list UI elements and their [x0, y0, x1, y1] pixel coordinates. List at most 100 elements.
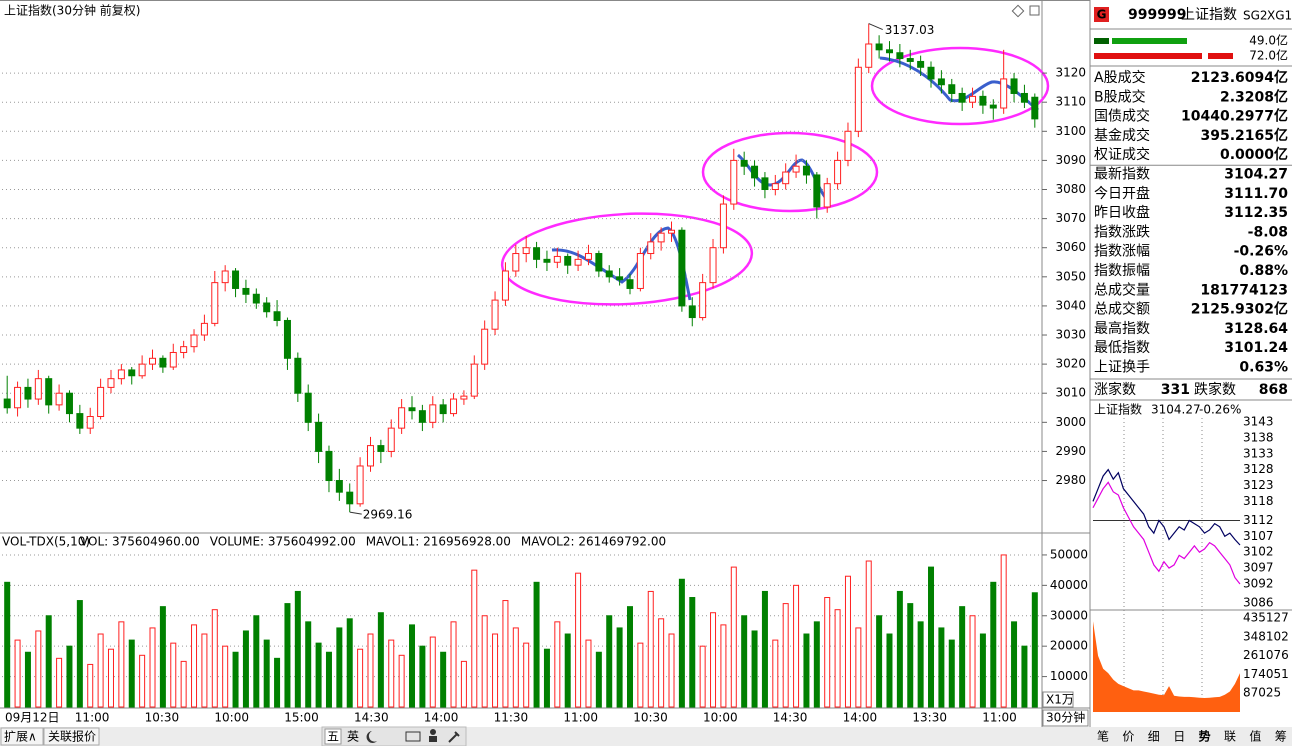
volume-bar	[97, 633, 104, 708]
candle-body	[792, 165, 800, 173]
info-label: 权证成交	[1094, 146, 1150, 163]
y-tick-label: 3060	[1055, 240, 1086, 254]
stock-name: 上证指数	[1181, 7, 1237, 23]
tool-icon[interactable]	[448, 731, 460, 743]
candle-body	[574, 258, 582, 266]
view-tab[interactable]: 联	[1224, 730, 1236, 744]
sell-bar	[1208, 53, 1233, 59]
candle-body	[958, 92, 966, 103]
volume-bar	[782, 603, 789, 708]
y-tick-label: 10000	[1050, 669, 1088, 683]
mini-average-line	[1092, 481, 1241, 585]
moon-icon[interactable]	[366, 731, 377, 743]
volume-bar	[180, 660, 187, 708]
ime-bar	[321, 726, 467, 746]
x-tick-label: 10:30	[633, 711, 668, 725]
volume-bar	[938, 627, 945, 708]
info-label: 总成交额	[1094, 301, 1150, 318]
view-tab[interactable]: 笔	[1097, 729, 1109, 744]
volume-bar	[232, 651, 239, 708]
volume-bar	[710, 612, 717, 708]
volume-bar	[336, 627, 343, 708]
period[interactable]: 30分钟	[1046, 710, 1085, 725]
volume-bar	[440, 651, 447, 708]
view-tab[interactable]: 价	[1122, 730, 1134, 744]
icon-window[interactable]	[1029, 5, 1040, 16]
view-tab[interactable]: 筹	[1275, 730, 1287, 744]
volume-bar	[689, 597, 696, 708]
volume-bar	[159, 606, 166, 708]
volume-bar	[896, 590, 903, 708]
volume-legend: VOL: 375604960.00	[80, 535, 200, 549]
info-value: 2123.6094亿	[1191, 69, 1288, 86]
y-tick-label: 3030	[1055, 328, 1086, 342]
candle-body	[636, 253, 644, 289]
candle-body	[844, 130, 852, 161]
mini-vol-label: 435127	[1243, 611, 1289, 625]
keyboard-icon[interactable]	[405, 731, 421, 742]
volume-bar	[543, 648, 550, 708]
candle-body	[283, 319, 291, 359]
info-label: B股成交	[1094, 88, 1146, 105]
tab-button[interactable]	[43, 727, 100, 746]
view-tab[interactable]: 细	[1148, 730, 1160, 744]
candle-body	[885, 49, 893, 54]
volume-legend: VOLUME: 375604992.00	[210, 535, 356, 549]
info-label: 指数振幅	[1094, 263, 1150, 279]
candle-body	[834, 159, 842, 185]
volume-bar	[720, 624, 727, 708]
toolbar-item[interactable]: 关联报价	[48, 729, 96, 744]
ime-icon[interactable]: 英	[347, 730, 359, 744]
down-count-label: 跌家数	[1194, 381, 1236, 398]
ime-icon[interactable]: 五	[327, 730, 339, 744]
volume-bar	[824, 597, 831, 708]
candle-body	[813, 174, 821, 208]
mini-y-label: 3107	[1243, 529, 1274, 543]
candle-body	[740, 159, 748, 167]
mini-title: 上证指数	[1094, 402, 1142, 417]
ime-box[interactable]	[324, 728, 342, 745]
y-tick-label: 3070	[1055, 211, 1086, 225]
volume-bar	[481, 615, 488, 708]
up-count: 331	[1161, 382, 1190, 398]
mini-y-label: 3112	[1243, 513, 1274, 527]
candle-body	[387, 427, 395, 452]
candle-body	[273, 311, 281, 321]
candle-body	[699, 282, 707, 319]
candle-body	[584, 253, 592, 260]
mini-y-label: 3128	[1243, 462, 1274, 476]
volume-bar	[201, 633, 208, 708]
icon-diamond[interactable]	[1011, 4, 1025, 18]
candle-body	[418, 410, 426, 423]
volume-bar	[191, 624, 198, 708]
mini-volume-area	[1093, 621, 1240, 712]
unit-box	[1042, 691, 1074, 708]
mini-y-label: 3092	[1243, 576, 1274, 590]
volume-bar	[492, 633, 499, 708]
mini-y-label: 3138	[1243, 430, 1274, 444]
user-icon[interactable]	[429, 736, 437, 742]
candle-body	[86, 416, 94, 429]
candle-body	[366, 445, 374, 467]
volume-bar	[315, 642, 322, 708]
up-count-label: 涨家数	[1094, 381, 1136, 398]
volume-bar	[668, 633, 675, 708]
volume-bar	[1021, 645, 1028, 708]
period-box[interactable]	[1042, 709, 1089, 727]
view-tab[interactable]: 值	[1249, 729, 1261, 744]
candle-body	[979, 95, 987, 106]
tab-button[interactable]	[0, 727, 44, 746]
view-tab[interactable]: 势	[1199, 729, 1211, 744]
y-tick-label: 3040	[1055, 298, 1086, 312]
volume-bar	[263, 639, 270, 708]
volume-bar	[741, 615, 748, 708]
toolbar-item[interactable]: 扩展∧	[4, 730, 37, 744]
volume-bar	[170, 642, 177, 708]
user-icon[interactable]	[430, 729, 436, 735]
candle-body	[481, 328, 489, 365]
view-tab[interactable]: 日	[1173, 730, 1185, 744]
volume-bar	[450, 621, 457, 708]
volume-bar	[699, 645, 706, 708]
candle-body	[325, 450, 333, 482]
candle-body	[1031, 96, 1039, 120]
